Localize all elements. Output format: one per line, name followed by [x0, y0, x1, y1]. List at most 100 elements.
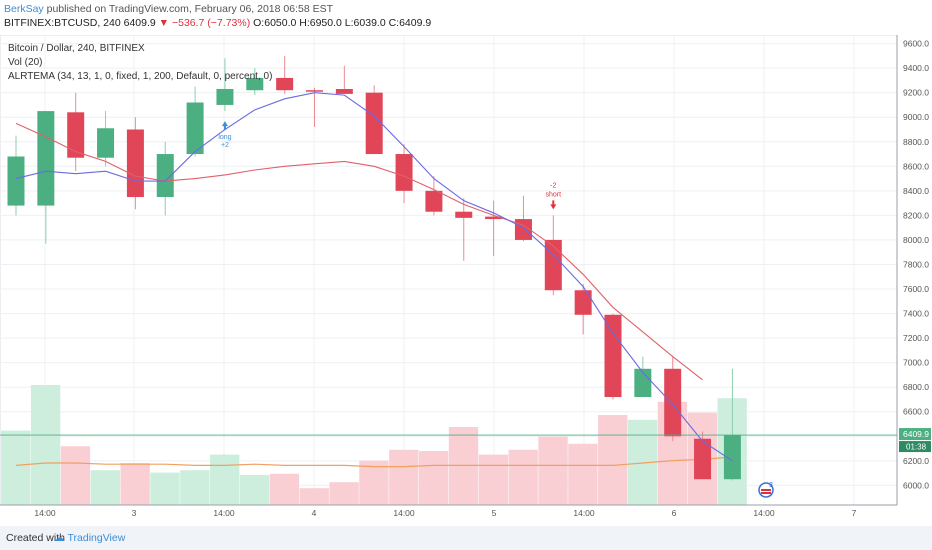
x-tick-label: 14:00 [753, 508, 775, 517]
candle [634, 356, 652, 398]
ohlc-values: O:6050.0 H:6950.0 L:6039.0 C:6409.9 [253, 17, 432, 29]
candle-body [574, 290, 592, 315]
ema-slow-line [15, 122, 703, 381]
y-tick-label: 8600.0 [903, 161, 929, 171]
candle [335, 65, 353, 94]
symbol-label: BITFINEX:BTCUSD, 240 [4, 17, 121, 29]
candle-body [335, 88, 353, 94]
x-tick-label: 7 [852, 508, 857, 517]
candle-body [395, 154, 413, 191]
legend-volume: Vol (20) [8, 57, 42, 68]
candle-body [306, 90, 323, 92]
candle [425, 176, 443, 216]
volume-bar [90, 470, 120, 505]
volume-bar [538, 436, 568, 505]
candle [246, 68, 264, 96]
candle [306, 87, 323, 128]
candle-body [186, 102, 204, 155]
candle [455, 198, 473, 261]
price-label-bg [899, 428, 931, 441]
signal-label: short [546, 191, 562, 198]
candle-body [425, 190, 443, 212]
volume-bars [1, 385, 747, 505]
volume-bar [389, 449, 419, 505]
flag-stripes [761, 489, 771, 494]
volume-bar [1, 430, 31, 505]
candle-body [216, 88, 234, 105]
candle-body [694, 438, 712, 480]
candle-body [276, 77, 294, 91]
y-tick-label: 7000.0 [903, 358, 929, 368]
volume-bar [478, 454, 509, 505]
axes: 6000.06200.06400.06600.06800.07000.07200… [0, 35, 932, 517]
volume-bar [30, 385, 61, 505]
candle-body [544, 239, 562, 291]
y-tick-label: 6200.0 [903, 456, 929, 466]
candle-body [485, 216, 503, 220]
y-tick-label: 7200.0 [903, 333, 929, 343]
y-tick-label: 6000.0 [903, 480, 929, 490]
volume-bar [120, 463, 150, 505]
candle-body [126, 129, 144, 197]
candle [97, 111, 115, 167]
ema-fast-line [15, 92, 733, 462]
candle-body [455, 211, 473, 218]
y-tick-label: 6800.0 [903, 382, 929, 392]
candle [574, 284, 592, 335]
volume-bar [299, 488, 329, 505]
author-name[interactable]: BerkSay [4, 3, 44, 15]
plot-area [0, 35, 898, 506]
candle [126, 117, 144, 210]
countdown-label: 01:38 [906, 443, 927, 452]
price-chart[interactable]: long+2 -2 short Bitcoin / Dollar, 240, BIT… [0, 35, 932, 517]
x-tick-label: 14:00 [573, 508, 595, 517]
y-tick-label: 9000.0 [903, 112, 929, 122]
volume-bar [329, 482, 359, 505]
candle [216, 58, 234, 112]
candle [365, 85, 383, 155]
candle-body [634, 368, 652, 398]
volume-bar [568, 443, 598, 505]
arrow-up-icon [221, 121, 228, 131]
y-tick-label: 9600.0 [903, 39, 929, 49]
x-tick-label: 4 [312, 508, 317, 517]
y-tick-label: 9400.0 [903, 63, 929, 73]
signals: long+2 -2 short [218, 121, 562, 210]
legend-title: Bitcoin / Dollar, 240, BITFINEX [8, 43, 145, 54]
publish-info: BerkSay published on TradingView.com, Fe… [4, 3, 333, 15]
created-with-text: Created with [6, 532, 65, 544]
chart-extras: 3 [758, 482, 774, 498]
signal-value: -2 [550, 182, 556, 189]
x-tick-label: 3 [132, 508, 137, 517]
signal-marker: -2 short [546, 182, 562, 210]
x-tick-label: 6 [672, 508, 677, 517]
candle-body [7, 156, 25, 206]
quote-line: BITFINEX:BTCUSD, 240 6409.9 ▼ −536.7 (−7… [4, 17, 431, 29]
volume-bar [359, 460, 389, 505]
candle [7, 135, 25, 216]
volume-ma-line [15, 456, 733, 468]
candle [485, 200, 503, 256]
candle-body [97, 128, 115, 158]
y-tick-label: 6600.0 [903, 407, 929, 417]
y-tick-label: 7600.0 [903, 284, 929, 294]
signal-marker: long+2 [218, 121, 232, 149]
tradingview-logo[interactable]: ☁ TradingView [54, 532, 126, 544]
y-tick-label: 7800.0 [903, 259, 929, 269]
y-tick-label: 8400.0 [903, 186, 929, 196]
candle [67, 92, 85, 172]
signal-label: long [218, 134, 231, 141]
countdown-bg [899, 441, 931, 453]
publish-text: published on TradingView.com, February 0… [46, 3, 334, 15]
price-change: ▼ −536.7 (−7.73%) [158, 17, 251, 29]
volume-bar [239, 475, 270, 505]
volume-bar [418, 451, 449, 505]
candle [723, 368, 741, 481]
legend-indicator: ALRTEMA (34, 13, 1, 0, fixed, 1, 200, De… [8, 71, 272, 82]
volume-bar [269, 473, 300, 505]
candle [664, 356, 682, 442]
candle-body [156, 154, 174, 197]
candle-body [664, 368, 682, 437]
signal-value: +2 [221, 142, 229, 149]
candle-body [604, 314, 622, 398]
